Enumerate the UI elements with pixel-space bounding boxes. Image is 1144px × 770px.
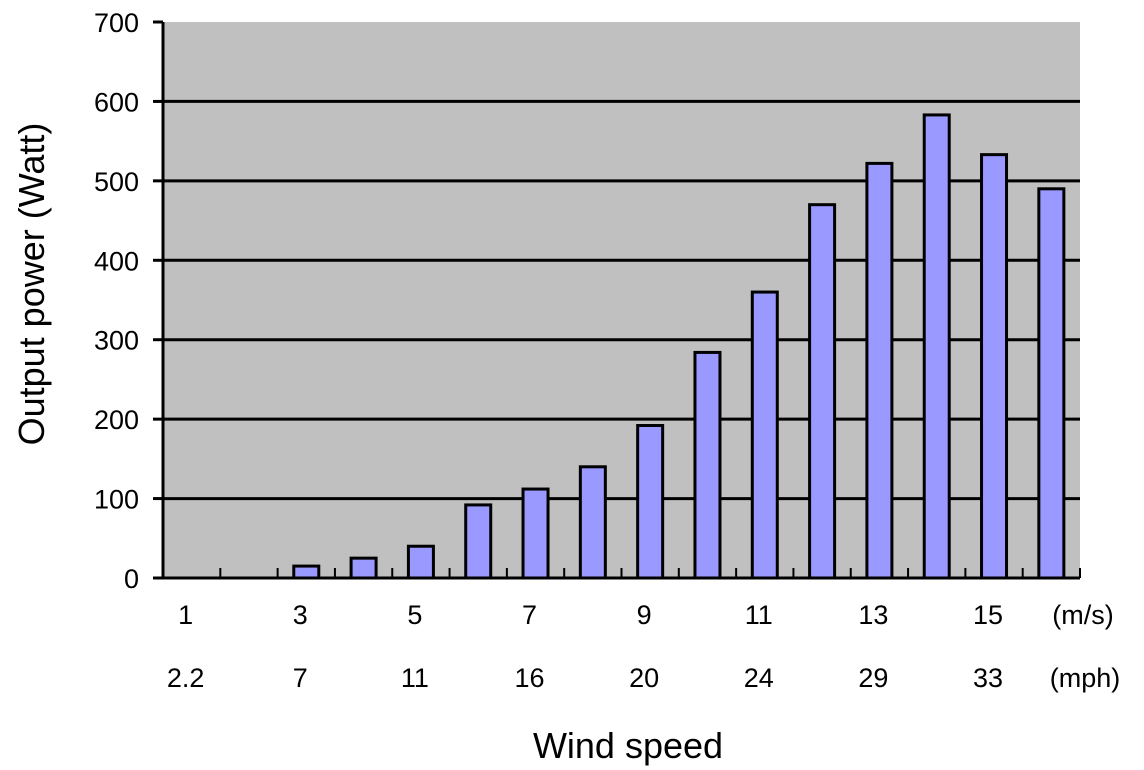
x-tick-label-ms-5: 5 — [407, 600, 422, 630]
y-tick-label-400: 400 — [94, 246, 139, 276]
y-tick-label-500: 500 — [94, 167, 139, 197]
x-tick-label-ms-9: 9 — [637, 600, 652, 630]
bar-15 — [982, 155, 1007, 578]
x-tick-label-mph-16: 16 — [515, 663, 545, 693]
x-tick-labels: 1 3 5 7 9 11 13 152.2 7 11 16 20 24 29 33 — [167, 600, 1003, 693]
bar-13 — [867, 163, 892, 578]
y-tick-label-700: 700 — [94, 8, 139, 38]
x-tick-label-mph-24: 24 — [744, 663, 774, 693]
y-tick-label-600: 600 — [94, 87, 139, 117]
x-tick-label-mph-2.2: 2.2 — [167, 663, 205, 693]
x-axis-title: Wind speed — [533, 725, 723, 766]
bar-9 — [638, 425, 663, 578]
x-tick-label-mph-20: 20 — [629, 663, 659, 693]
x-tick-label-ms-1: 1 — [178, 600, 193, 630]
y-axis-title: Output power (Watt) — [11, 123, 52, 446]
x-unit-mph: (mph) — [1050, 663, 1121, 693]
x-tick-label-mph-29: 29 — [858, 663, 888, 693]
bar-6 — [466, 505, 491, 578]
bar-5 — [408, 546, 433, 578]
x-tick-label-mph-11: 11 — [401, 663, 429, 693]
bar-10 — [695, 352, 720, 578]
bar-7 — [523, 489, 548, 578]
x-tick-label-ms-3: 3 — [293, 600, 308, 630]
bar-14 — [924, 115, 949, 578]
y-tick-labels: 0 100 200 300 400 500 600 700 — [94, 8, 139, 594]
bar-11 — [752, 292, 777, 578]
x-tick-label-ms-15: 15 — [973, 600, 1003, 630]
x-unit-ms: (m/s) — [1052, 600, 1113, 630]
x-tick-label-ms-7: 7 — [522, 600, 537, 630]
bar-8 — [580, 467, 605, 578]
y-tick-label-300: 300 — [94, 326, 139, 356]
x-tick-label-mph-33: 33 — [973, 663, 1003, 693]
x-tick-label-mph-7: 7 — [293, 663, 308, 693]
bar-3 — [294, 566, 319, 578]
bar-16 — [1039, 189, 1064, 578]
y-tick-label-200: 200 — [94, 405, 139, 435]
x-tick-label-ms-13: 13 — [858, 600, 888, 630]
bar-12 — [810, 205, 835, 578]
bar-4 — [351, 558, 376, 578]
y-tick-label-100: 100 — [94, 485, 139, 515]
x-tick-label-ms-11: 11 — [745, 600, 773, 630]
y-tick-label-0: 0 — [124, 564, 139, 594]
